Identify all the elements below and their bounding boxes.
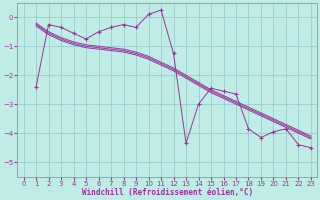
X-axis label: Windchill (Refroidissement éolien,°C): Windchill (Refroidissement éolien,°C): [82, 188, 253, 197]
